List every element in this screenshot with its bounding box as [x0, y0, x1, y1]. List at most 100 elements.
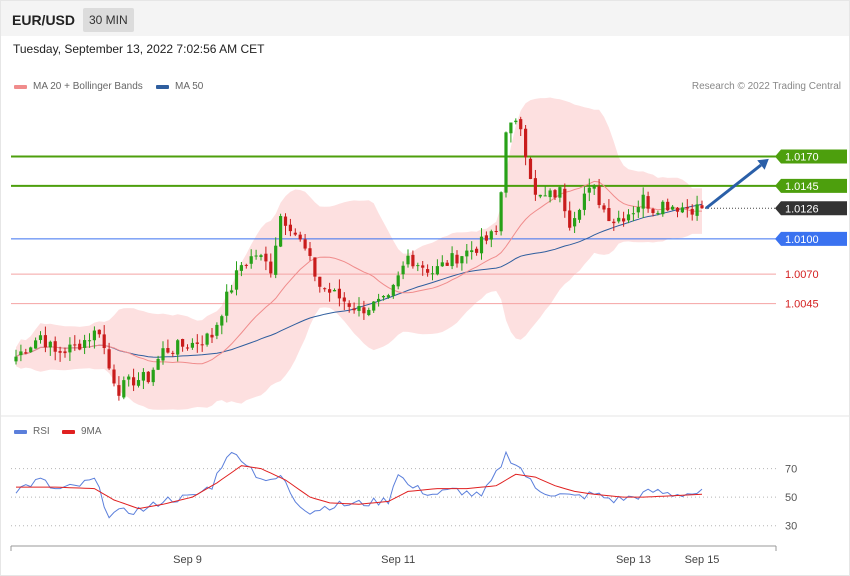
candle [460, 255, 464, 271]
candle [528, 157, 533, 180]
candle-body [602, 205, 606, 210]
price-tag-text: 1.0170 [785, 151, 819, 163]
candle-body [548, 190, 552, 198]
candle [38, 331, 43, 344]
candle [416, 262, 420, 272]
candle-body [298, 234, 302, 240]
candle-body [426, 269, 430, 273]
candle [136, 372, 141, 388]
candle [573, 211, 577, 234]
candle-body [318, 276, 322, 287]
candle-body [161, 348, 165, 361]
candle [553, 188, 557, 200]
candle-body [391, 284, 395, 296]
legend-rsi-ma-label: 9MA [81, 426, 102, 437]
candle-body [700, 205, 704, 209]
candle [504, 131, 508, 198]
candle [386, 293, 390, 299]
candle [92, 326, 96, 349]
candle-body [43, 335, 47, 348]
candle-body [524, 128, 528, 158]
candle-body [470, 250, 474, 253]
candle [592, 184, 596, 196]
candle [171, 350, 175, 357]
candle [514, 118, 518, 125]
x-tick-label: Sep 9 [173, 554, 202, 566]
candle [156, 355, 160, 371]
candle [132, 368, 136, 392]
candle [426, 264, 430, 277]
candle-body [87, 340, 92, 342]
candle-body [78, 343, 82, 350]
candle [293, 228, 297, 237]
candle-body [641, 194, 645, 209]
bollinger-band-area [16, 97, 702, 410]
candle [538, 194, 542, 199]
candle [499, 191, 503, 236]
candle [313, 257, 317, 282]
candle-body [239, 265, 243, 271]
candle-body [494, 230, 498, 232]
candle [440, 255, 444, 267]
candle-body [107, 349, 111, 369]
price-tag-text: 1.0045 [785, 299, 819, 311]
candle-body [288, 224, 292, 232]
candle-body [264, 253, 268, 262]
price-tag-1.0170: 1.0170 [775, 149, 847, 164]
candle-body [117, 385, 121, 396]
candle [685, 199, 689, 218]
candle-body [421, 265, 425, 268]
candle [97, 329, 101, 338]
legend-rsi: RSI [14, 426, 50, 437]
candle-body [254, 255, 258, 257]
candle-body [661, 201, 665, 215]
price-tag-text: 1.0100 [785, 234, 819, 246]
candle [215, 322, 219, 340]
candle [328, 282, 332, 302]
candle [220, 314, 224, 335]
candle [342, 292, 346, 311]
candle-body [83, 340, 87, 348]
legend-rsi-ma: 9MA [62, 426, 102, 437]
candle [671, 205, 675, 211]
candle-body [220, 316, 224, 326]
candle-body [63, 351, 67, 354]
candle [176, 339, 180, 362]
candle [264, 246, 268, 271]
candle-body [293, 232, 297, 235]
candle-body [573, 218, 577, 227]
candle [234, 261, 239, 296]
rsi-tick-label: 30 [785, 521, 797, 533]
candle [122, 376, 126, 400]
candle-body [357, 306, 361, 311]
candle-body [553, 190, 557, 198]
candle [455, 250, 459, 268]
candle [700, 200, 704, 209]
candle-body [372, 301, 376, 311]
candle [479, 228, 484, 260]
candle [563, 183, 567, 218]
candle-body [279, 216, 283, 247]
candle [519, 116, 523, 137]
timeframe-button[interactable]: 30 MIN [83, 8, 134, 32]
candle [636, 200, 640, 218]
candles-group [14, 116, 704, 401]
candle-body [671, 206, 675, 210]
candle [146, 371, 150, 384]
candle-body [597, 186, 601, 206]
candle [195, 334, 199, 353]
candle-body [323, 288, 327, 290]
candle [666, 198, 670, 212]
candle-body [53, 341, 57, 352]
candle-body [519, 119, 523, 130]
candle-body [92, 330, 96, 341]
candle [695, 195, 699, 221]
candle-body [440, 262, 444, 267]
candle [435, 259, 439, 276]
candle-body [367, 309, 371, 315]
candle-body [646, 196, 650, 209]
candle [617, 210, 621, 224]
legend-ma50-label: MA 50 [175, 81, 204, 92]
x-tick-label: Sep 11 [381, 554, 415, 566]
candle-body [190, 342, 194, 348]
